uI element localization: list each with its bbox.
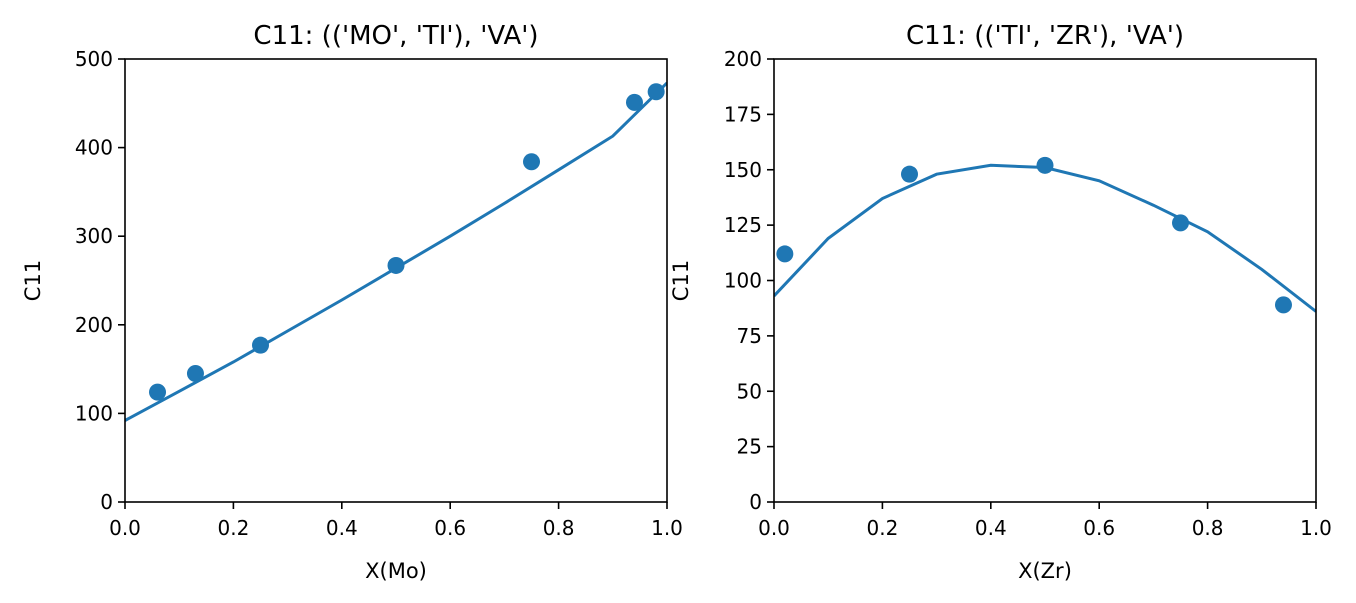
chart-2: 0.0 0.2 0.4 0.6 0.8 1.0 0 25 50 75 100 125 150 175 200… bbox=[669, 21, 1332, 583]
x-tick-label: 0.8 bbox=[1192, 516, 1224, 540]
data-point bbox=[149, 383, 167, 401]
y-tick-label: 400 bbox=[75, 136, 113, 160]
y-tick-label: 0 bbox=[749, 490, 762, 514]
data-point bbox=[776, 245, 794, 263]
y-tick-label: 200 bbox=[724, 47, 762, 71]
chart-title: C11: (('TI', 'ZR'), 'VA') bbox=[906, 21, 1184, 51]
x-tick-label: 0.2 bbox=[217, 516, 249, 540]
x-tick-label: 0.4 bbox=[975, 516, 1007, 540]
y-tick-label: 300 bbox=[75, 224, 113, 248]
y-tick-label: 0 bbox=[100, 490, 113, 514]
x-tick-label: 0.0 bbox=[109, 516, 141, 540]
y-tick-label: 200 bbox=[75, 313, 113, 337]
y-tick-label: 150 bbox=[724, 158, 762, 182]
x-tick-label: 1.0 bbox=[1300, 516, 1332, 540]
data-point bbox=[252, 336, 269, 354]
y-tick-label: 500 bbox=[75, 47, 113, 71]
y-tick-label: 25 bbox=[737, 435, 762, 459]
fit-line bbox=[125, 81, 667, 422]
x-axis-label: X(Mo) bbox=[365, 559, 427, 583]
y-tick-label: 50 bbox=[737, 379, 762, 403]
data-point bbox=[186, 365, 204, 383]
x-tick-label: 0.8 bbox=[543, 516, 575, 540]
data-point bbox=[1274, 296, 1292, 314]
x-tick-label: 0.6 bbox=[434, 516, 466, 540]
data-point bbox=[387, 256, 405, 274]
x-axis-label: X(Zr) bbox=[1018, 559, 1072, 583]
chart-title: C11: (('MO', 'TI'), 'VA') bbox=[253, 21, 538, 51]
y-tick-label: 100 bbox=[724, 269, 762, 293]
y-tick-label: 100 bbox=[75, 401, 113, 425]
y-tick-label: 125 bbox=[724, 213, 762, 237]
y-axis-label: C11 bbox=[21, 260, 45, 301]
data-point bbox=[523, 153, 540, 171]
y-tick-label: 75 bbox=[737, 324, 762, 348]
y-tick-label: 175 bbox=[724, 102, 762, 126]
axes-frame bbox=[124, 58, 668, 503]
x-tick-label: 0.0 bbox=[758, 516, 790, 540]
y-axis-label: C11 bbox=[669, 260, 693, 301]
x-tick-label: 0.6 bbox=[1083, 516, 1115, 540]
data-point bbox=[1172, 214, 1189, 232]
x-tick-label: 1.0 bbox=[651, 516, 683, 540]
data-point bbox=[625, 93, 643, 111]
data-point bbox=[1036, 156, 1054, 174]
data-point bbox=[647, 83, 665, 101]
axes-frame bbox=[773, 58, 1317, 503]
x-tick-label: 0.4 bbox=[326, 516, 358, 540]
data-point bbox=[901, 165, 918, 183]
chart-1: 0.0 0.2 0.4 0.6 0.8 1.0 0 100 200 300 400 500 C11: (… bbox=[21, 21, 683, 583]
x-tick-label: 0.2 bbox=[866, 516, 898, 540]
fit-line bbox=[774, 163, 1316, 313]
